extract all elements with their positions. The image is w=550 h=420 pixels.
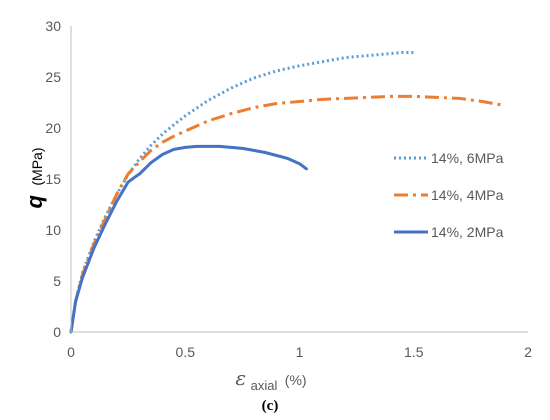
y-axis-label: q (MPa)	[22, 147, 47, 208]
x-tick-label: 0.5	[176, 344, 196, 360]
x-tick-label: 2	[524, 344, 532, 360]
y-tick-label: 30	[45, 18, 61, 34]
x-axis-subscript: axial	[251, 378, 278, 393]
y-axis-unit: (MPa)	[29, 147, 45, 185]
y-tick-label: 5	[53, 273, 61, 289]
x-axis-unit: (%)	[285, 372, 307, 388]
x-axis-label: ε axial (%)	[235, 366, 306, 394]
series-lines	[69, 51, 506, 334]
series-line-3	[69, 144, 308, 334]
y-tick-labels: 0 5 10 15 20 25 30	[45, 18, 61, 340]
legend: 14%, 6MPa 14%, 4MPa 14%, 2MPa	[394, 150, 504, 240]
y-tick-label: 10	[45, 222, 61, 238]
x-tick-label: 0	[67, 344, 75, 360]
x-tick-label: 1.5	[404, 344, 424, 360]
y-tick-label: 0	[53, 324, 61, 340]
series-line-2	[69, 94, 506, 333]
figure-caption: (c)	[262, 398, 279, 414]
x-tick-label: 1	[296, 344, 304, 360]
x-axis-symbol: ε	[235, 366, 246, 390]
y-tick-label: 25	[45, 69, 61, 85]
y-tick-label: 15	[45, 171, 61, 187]
legend-label-1: 14%, 6MPa	[431, 150, 504, 166]
y-axis-symbol: q	[22, 195, 47, 209]
y-tick-label: 20	[45, 120, 61, 136]
x-tick-labels: 0 0.5 1 1.5 2	[67, 344, 532, 360]
legend-label-3: 14%, 2MPa	[431, 224, 504, 240]
legend-label-2: 14%, 4MPa	[431, 187, 504, 203]
